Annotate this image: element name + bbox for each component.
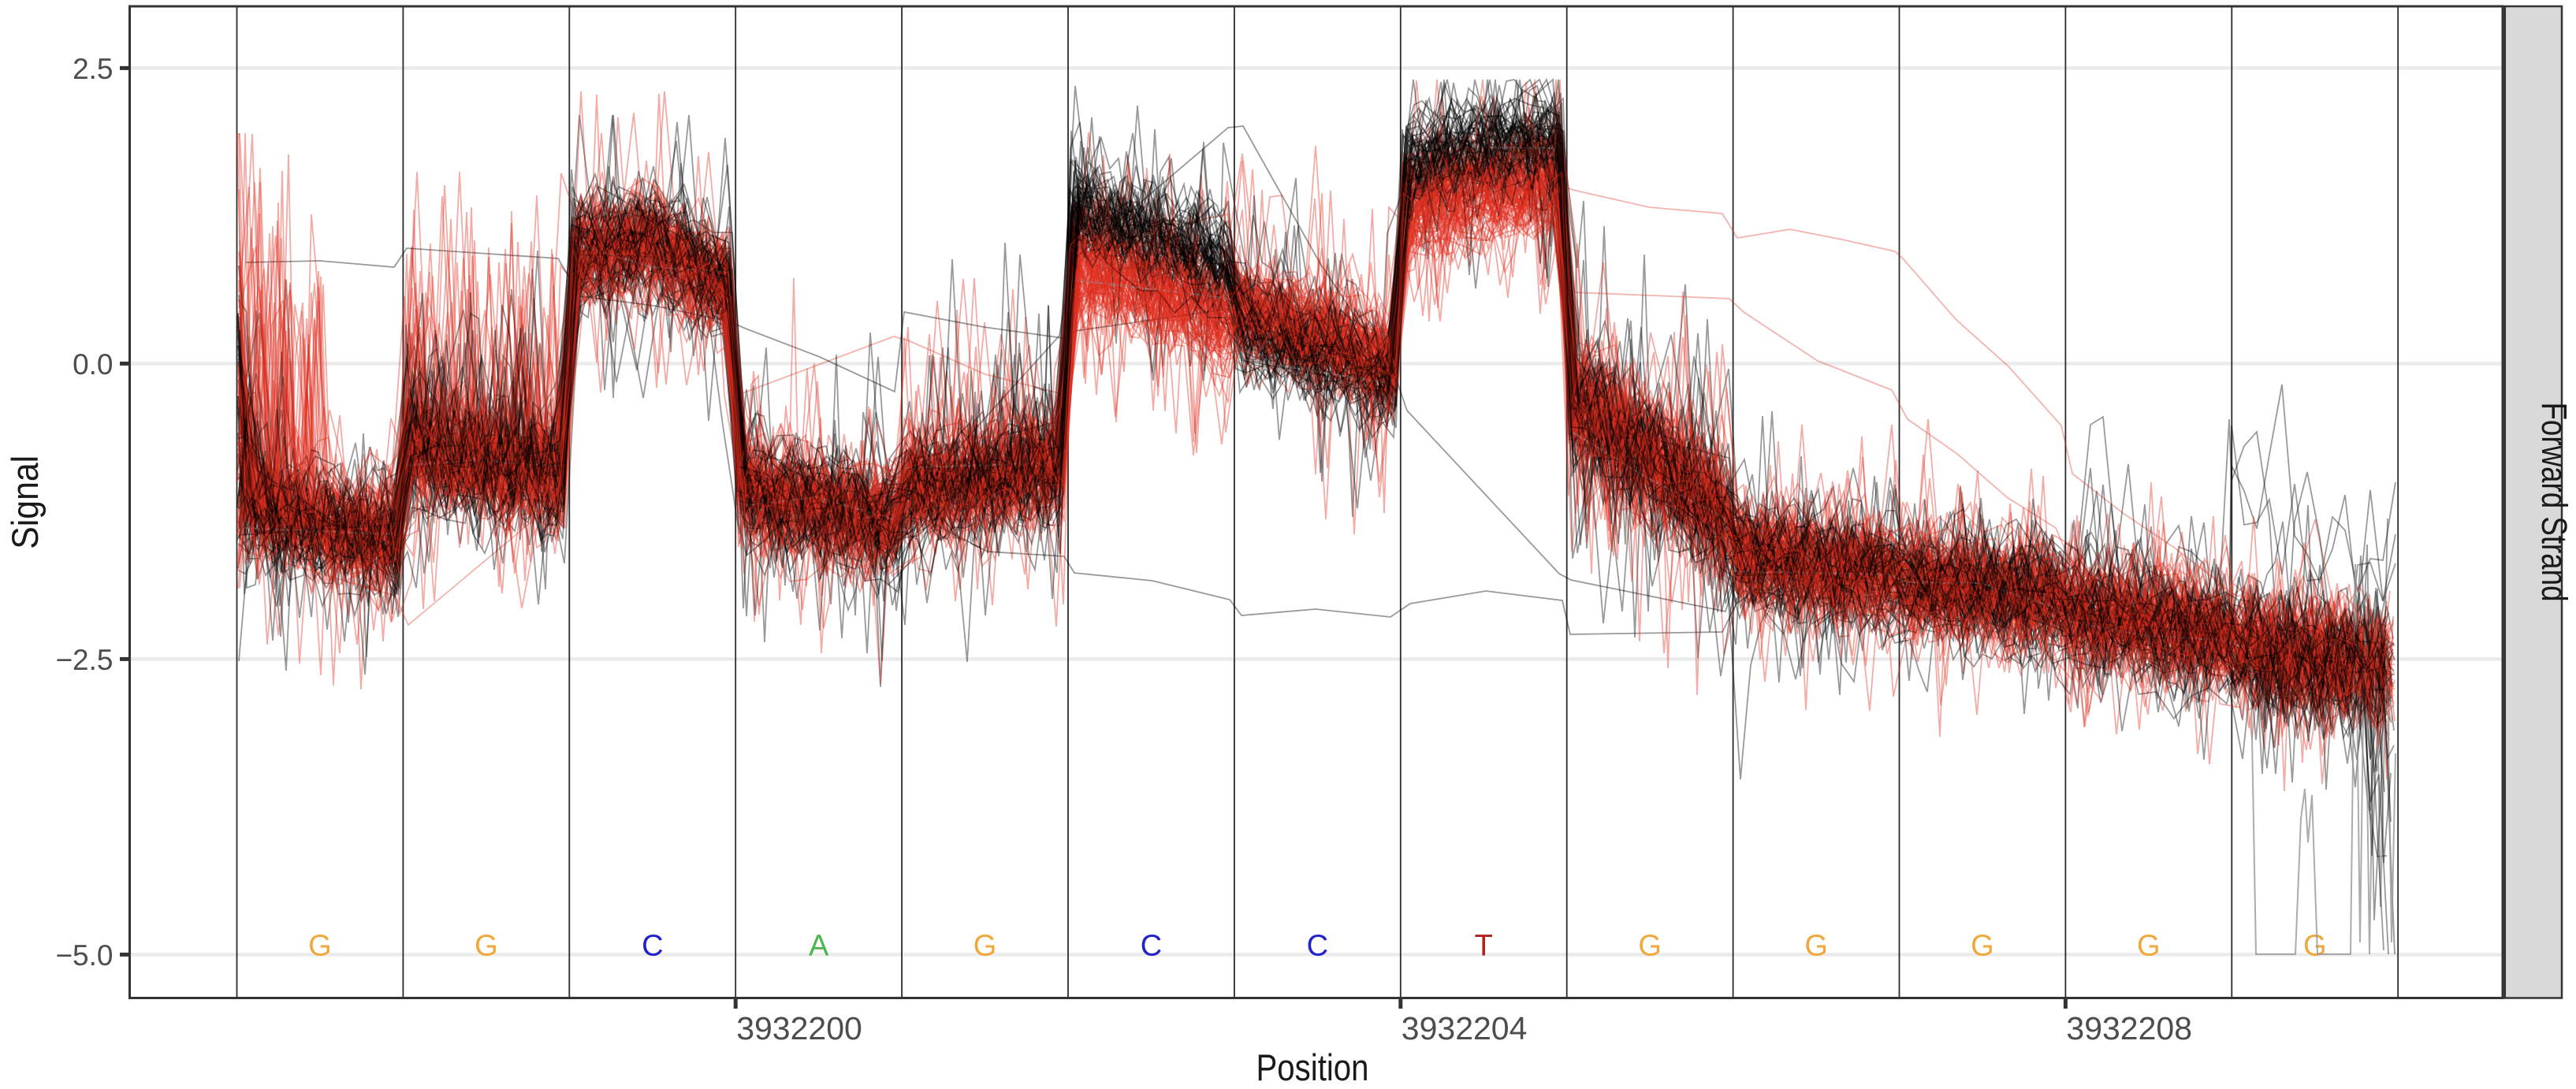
svg-text:G: G [2137, 930, 2161, 963]
svg-text:Position: Position [1256, 1046, 1369, 1088]
svg-text:G: G [308, 930, 332, 963]
svg-text:C: C [1307, 930, 1328, 963]
svg-text:T: T [1475, 930, 1493, 963]
svg-text:A: A [809, 930, 829, 963]
svg-text:G: G [973, 930, 997, 963]
svg-text:G: G [1638, 930, 1662, 963]
svg-text:Forward Strand: Forward Strand [2534, 403, 2574, 602]
svg-text:3932200: 3932200 [736, 1010, 862, 1046]
svg-text:−2.5: −2.5 [55, 644, 113, 676]
svg-text:0.0: 0.0 [73, 348, 113, 381]
svg-text:G: G [2303, 930, 2327, 963]
svg-text:2.5: 2.5 [73, 53, 113, 85]
svg-text:−5.0: −5.0 [55, 939, 113, 972]
svg-text:C: C [642, 930, 663, 963]
svg-text:3932204: 3932204 [1402, 1010, 1528, 1046]
svg-text:3932208: 3932208 [2066, 1010, 2192, 1046]
svg-text:G: G [1804, 930, 1828, 963]
svg-text:G: G [1971, 930, 1994, 963]
svg-text:Signal: Signal [4, 455, 46, 549]
svg-text:G: G [475, 930, 498, 963]
svg-text:C: C [1141, 930, 1162, 963]
